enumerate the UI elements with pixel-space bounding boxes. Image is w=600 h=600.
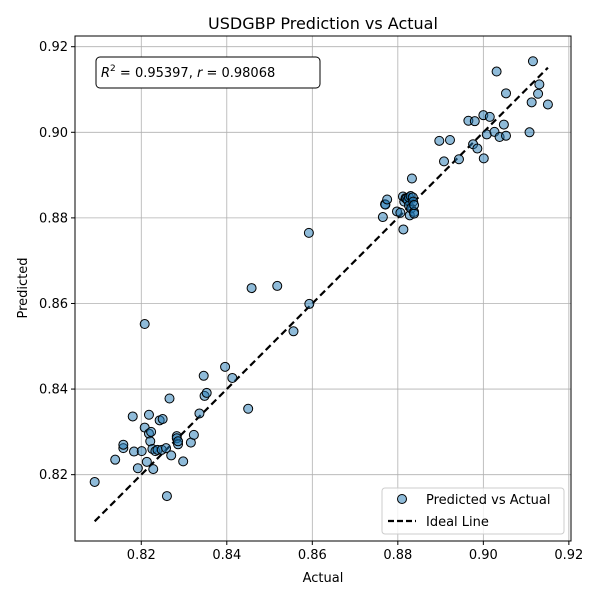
data-point (132, 463, 143, 474)
legend-label-points: Predicted vs Actual (426, 493, 550, 508)
x-tick-label: 0.92 (554, 548, 583, 563)
data-point (246, 283, 257, 294)
data-point (406, 173, 417, 184)
data-point (533, 88, 544, 99)
data-point (178, 456, 189, 467)
data-point (194, 408, 205, 419)
data-point (127, 411, 138, 422)
data-point (491, 66, 502, 77)
data-point (534, 79, 545, 90)
data-point (303, 227, 314, 238)
r-symbol: r (197, 66, 204, 81)
data-point (136, 446, 147, 457)
r2-superscript: 2 (110, 64, 116, 74)
legend-box (381, 487, 565, 535)
data-point (146, 426, 157, 437)
x-tick-label: 0.86 (298, 548, 327, 563)
data-point (89, 476, 100, 487)
data-point (526, 97, 537, 108)
data-point (382, 194, 393, 205)
data-point (524, 127, 535, 138)
y-tick-label: 0.84 (39, 383, 68, 398)
data-point (166, 450, 177, 461)
data-point (288, 326, 299, 337)
legend-label-ideal-line: Ideal Line (426, 515, 489, 530)
data-point (272, 280, 283, 291)
y-tick-label: 0.82 (39, 468, 68, 483)
x-tick-label: 0.88 (383, 548, 412, 563)
data-point (434, 135, 445, 146)
data-point (444, 134, 455, 145)
legend: Predicted vs Actual Ideal Line (381, 487, 565, 535)
data-point (118, 439, 129, 450)
data-point (198, 370, 209, 381)
x-tick-label: 0.82 (127, 548, 156, 563)
r2-value: = 0.95397, (116, 66, 197, 81)
data-point (542, 99, 553, 110)
data-point (161, 491, 172, 502)
data-point (527, 56, 538, 67)
data-point (484, 111, 495, 122)
data-point (395, 207, 406, 218)
y-axis-ticks: 0.82 0.84 0.86 0.88 0.90 0.92 (39, 40, 75, 483)
stats-annotation-box (95, 56, 321, 89)
data-point (501, 88, 512, 99)
x-axis-label: Actual (303, 571, 344, 586)
stats-annotation-text: R2 = 0.95397, r = 0.98068 (101, 64, 275, 81)
y-tick-label: 0.88 (39, 211, 68, 226)
y-tick-label: 0.86 (39, 297, 68, 312)
plot-frame (74, 35, 572, 542)
data-point (478, 153, 489, 164)
data-point (304, 298, 315, 309)
legend-marker-points (397, 494, 407, 504)
x-tick-label: 0.90 (469, 548, 498, 563)
data-point (201, 387, 212, 398)
data-point (164, 393, 175, 404)
data-point (188, 429, 199, 440)
data-point (501, 130, 512, 141)
data-point (398, 224, 409, 235)
data-point (148, 464, 159, 475)
data-point (143, 409, 154, 420)
data-point (377, 212, 388, 223)
data-point (157, 414, 168, 425)
data-point (110, 454, 121, 465)
stats-annotation: R2 = 0.95397, r = 0.98068 (95, 56, 321, 89)
chart-title: USDGBP Prediction vs Actual (208, 14, 438, 33)
data-point (139, 319, 150, 330)
x-tick-label: 0.84 (212, 548, 241, 563)
x-axis-ticks: 0.82 0.84 0.86 0.88 0.90 0.92 (127, 541, 583, 563)
data-point (439, 156, 450, 167)
data-point (469, 116, 480, 127)
data-point (498, 119, 509, 130)
data-point (173, 436, 184, 447)
y-axis-label: Predicted (16, 257, 31, 318)
data-point (409, 208, 420, 219)
data-point (453, 154, 464, 165)
y-tick-label: 0.92 (39, 40, 68, 55)
data-points (89, 56, 553, 502)
data-point (227, 372, 238, 383)
data-point (220, 361, 231, 372)
grid-lines (75, 36, 571, 541)
r-value: = 0.98068 (202, 66, 275, 81)
data-point (409, 200, 420, 211)
y-tick-label: 0.90 (39, 126, 68, 141)
data-point (141, 456, 152, 467)
r2-symbol: R (101, 66, 110, 81)
data-point (243, 403, 254, 414)
data-point (472, 143, 483, 154)
data-point (161, 443, 172, 454)
